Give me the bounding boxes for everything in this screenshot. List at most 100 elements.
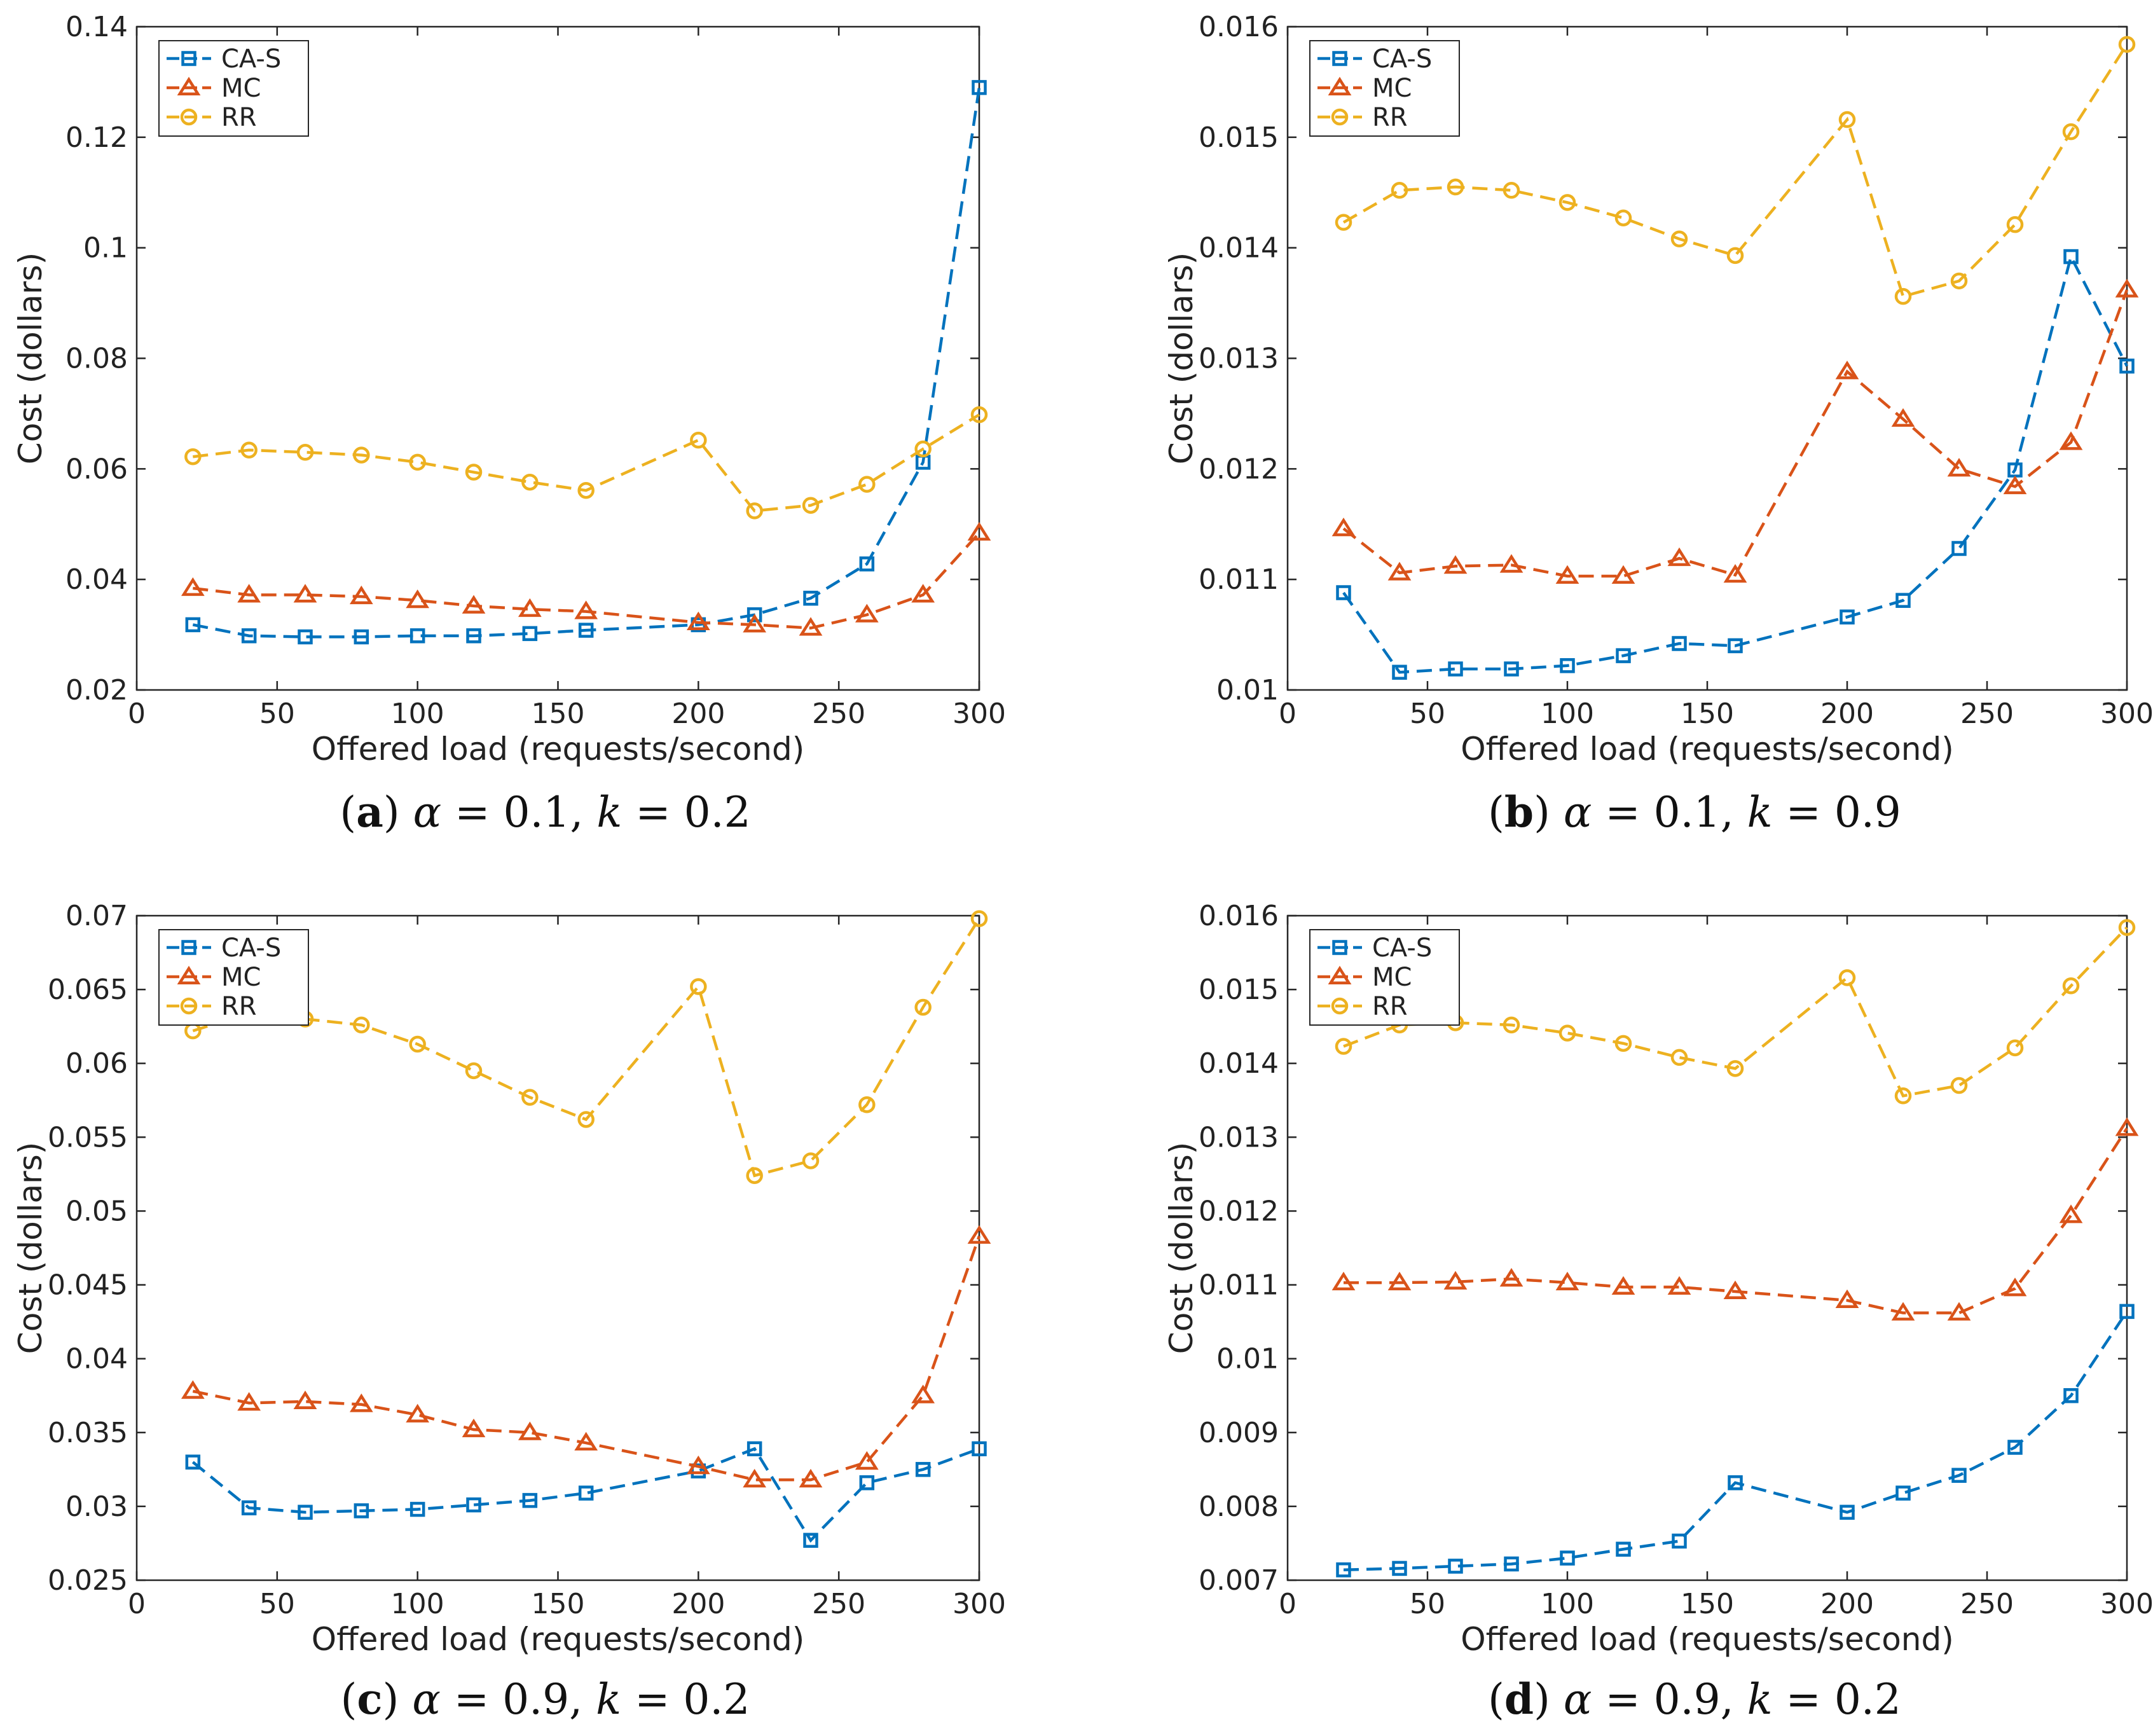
data-point-rr bbox=[577, 481, 595, 499]
data-point-rr bbox=[1950, 272, 1968, 290]
data-point-rr bbox=[2006, 216, 2024, 233]
legend-label-ca-s: CA-S bbox=[221, 45, 281, 74]
data-point-ca-s bbox=[746, 1441, 762, 1457]
data-point-rr bbox=[1838, 969, 1856, 986]
y-tick-label: 0.013 bbox=[1199, 343, 1279, 375]
data-point-rr bbox=[353, 446, 370, 464]
data-point-rr bbox=[409, 453, 426, 471]
x-tick-label: 50 bbox=[1410, 1588, 1445, 1620]
data-point-ca-s bbox=[2007, 1440, 2023, 1455]
legend-marker-rr bbox=[180, 108, 198, 126]
data-point-ca-s bbox=[522, 626, 538, 642]
legend-label-mc: MC bbox=[221, 963, 261, 992]
data-point-ca-s bbox=[354, 1503, 369, 1519]
y-tick-label: 0.008 bbox=[1199, 1491, 1279, 1523]
data-point-rr bbox=[1726, 247, 1744, 265]
caption-part: = 0.9 bbox=[1773, 788, 1901, 837]
data-point-rr bbox=[184, 448, 202, 465]
x-tick-label: 50 bbox=[259, 698, 295, 730]
data-point-rr bbox=[2062, 977, 2080, 995]
y-tick-label: 0.1 bbox=[83, 232, 128, 265]
data-point-mc bbox=[2003, 475, 2027, 495]
y-tick-label: 0.015 bbox=[1199, 121, 1279, 154]
caption-part: = 0.2 bbox=[1773, 1675, 1901, 1724]
data-point-rr bbox=[1335, 1038, 1352, 1055]
y-tick-label: 0.012 bbox=[1199, 1195, 1279, 1227]
data-point-rr bbox=[1670, 230, 1688, 248]
y-axis-label: Cost (dollars) bbox=[1163, 1142, 1200, 1354]
data-point-mc bbox=[967, 1225, 991, 1244]
caption-part: = 0.1, bbox=[441, 788, 596, 837]
series-line-ca-s bbox=[1342, 252, 2129, 674]
x-axis-label: Offered load (requests/second) bbox=[1461, 1621, 1953, 1658]
data-point-ca-s bbox=[578, 623, 594, 638]
series-line-ca-s bbox=[191, 1447, 980, 1543]
data-point-ca-s bbox=[972, 79, 987, 95]
data-point-mc bbox=[237, 1392, 261, 1411]
data-point-ca-s bbox=[1895, 593, 1911, 608]
x-tick-label: 0 bbox=[128, 698, 146, 730]
y-tick-label: 0.06 bbox=[65, 1047, 128, 1080]
legend-label-ca-s: CA-S bbox=[1372, 933, 1432, 963]
x-tick-label: 150 bbox=[532, 1588, 585, 1620]
y-tick-label: 0.025 bbox=[48, 1564, 128, 1597]
data-point-mc bbox=[1723, 1280, 1747, 1300]
data-point-mc bbox=[1387, 1271, 1412, 1291]
y-tick-label: 0.065 bbox=[48, 974, 128, 1006]
y-tick-label: 0.014 bbox=[1199, 1047, 1279, 1080]
data-point-mc bbox=[349, 1393, 373, 1412]
legend-marker-ca-s bbox=[181, 51, 196, 66]
data-point-mc bbox=[237, 584, 261, 603]
data-point-mc bbox=[743, 614, 767, 633]
data-point-ca-s bbox=[2119, 358, 2135, 374]
caption-part: ) bbox=[383, 788, 413, 837]
data-point-mc bbox=[967, 521, 991, 541]
data-point-mc bbox=[293, 584, 317, 603]
data-point-ca-s bbox=[298, 629, 313, 645]
data-point-rr bbox=[746, 1167, 763, 1184]
data-point-ca-s bbox=[859, 556, 875, 572]
data-point-mc bbox=[574, 600, 598, 619]
data-point-mc bbox=[1667, 547, 1691, 567]
x-tick-label: 150 bbox=[1681, 1588, 1734, 1620]
y-tick-label: 0.012 bbox=[1199, 453, 1279, 485]
data-point-mc bbox=[1611, 565, 1635, 584]
caption-part: k bbox=[596, 788, 622, 837]
caption-part: α bbox=[413, 788, 442, 837]
data-point-mc bbox=[2059, 1204, 2083, 1223]
data-point-ca-s bbox=[409, 628, 425, 644]
data-point-mc bbox=[406, 589, 430, 609]
panel-caption: (c) α = 0.9, k = 0.2 bbox=[341, 1674, 750, 1724]
x-tick-label: 250 bbox=[812, 698, 865, 730]
data-point-ca-s bbox=[1672, 636, 1687, 651]
data-point-mc bbox=[1499, 554, 1524, 573]
data-point-ca-s bbox=[2119, 1304, 2135, 1319]
caption-part: = 0.2 bbox=[622, 788, 750, 837]
data-point-mc bbox=[181, 1380, 205, 1399]
chart-panel-d: 0 50 100 150 200 250 300 0.007 0.008 0.009 0.01 0.0… bbox=[1163, 900, 2153, 1724]
data-point-mc bbox=[181, 577, 205, 596]
caption-part: = 0.9, bbox=[441, 1675, 596, 1724]
data-point-mc bbox=[1331, 517, 1356, 537]
x-tick-label: 100 bbox=[391, 698, 444, 730]
caption-part: = 0.1, bbox=[1592, 788, 1747, 837]
data-point-rr bbox=[970, 406, 988, 424]
data-point-rr bbox=[521, 473, 539, 491]
y-tick-label: 0.011 bbox=[1199, 563, 1279, 596]
panel-caption: (d) α = 0.9, k = 0.2 bbox=[1488, 1674, 1901, 1724]
data-point-mc bbox=[2115, 279, 2139, 298]
data-point-ca-s bbox=[466, 1497, 481, 1513]
caption-part: a bbox=[356, 787, 383, 837]
data-point-mc bbox=[406, 1403, 430, 1423]
data-point-ca-s bbox=[578, 1485, 594, 1501]
y-tick-label: 0.007 bbox=[1199, 1564, 1279, 1597]
caption-part: = 0.2 bbox=[621, 1675, 750, 1724]
x-tick-label: 200 bbox=[1820, 1588, 1874, 1620]
legend-label-rr: RR bbox=[1372, 103, 1408, 132]
data-point-rr bbox=[690, 978, 707, 995]
data-point-rr bbox=[2062, 123, 2080, 141]
data-point-rr bbox=[2118, 919, 2136, 936]
legend-label-ca-s: CA-S bbox=[221, 933, 281, 963]
data-point-ca-s bbox=[1728, 1475, 1743, 1491]
caption-part: k bbox=[1747, 1675, 1773, 1724]
